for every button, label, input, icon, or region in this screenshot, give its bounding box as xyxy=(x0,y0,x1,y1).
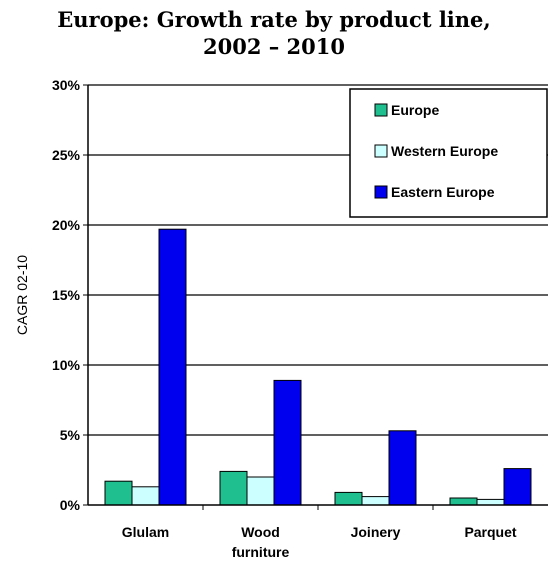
bar xyxy=(334,491,363,506)
y-tick-label: 20% xyxy=(52,217,81,233)
legend-label: Europe xyxy=(391,102,439,118)
bar xyxy=(219,470,248,506)
chart-title-line-2: 2002 – 2010 xyxy=(202,34,346,59)
legend-label: Eastern Europe xyxy=(391,184,495,200)
bar xyxy=(246,476,275,506)
chart-title: Europe: Growth rate by product line, 200… xyxy=(0,6,548,60)
y-tick-label: 10% xyxy=(52,357,81,373)
bar xyxy=(158,228,187,506)
y-tick-label: 0% xyxy=(60,497,81,513)
x-tick-label: Wood xyxy=(241,524,280,540)
bar xyxy=(273,379,302,506)
bar xyxy=(361,496,390,506)
legend-swatch xyxy=(374,144,388,158)
axes: 0% 5% 10% 15% 20% 25% 30% CAGR 02-10 Glulam Wood f… xyxy=(14,77,548,560)
bar xyxy=(388,430,417,506)
y-tick-label: 30% xyxy=(52,77,81,93)
x-tick-label: furniture xyxy=(232,544,290,560)
y-tick-label: 15% xyxy=(52,287,81,303)
x-tick-label: Glulam xyxy=(122,524,169,540)
chart-title-line-1: Europe: Growth rate by product line, xyxy=(57,7,491,32)
bar xyxy=(476,498,505,506)
bar xyxy=(449,497,478,506)
legend-label: Western Europe xyxy=(391,143,498,159)
legend-swatch xyxy=(374,185,388,199)
bars xyxy=(104,228,532,506)
bar xyxy=(104,480,133,506)
y-tick-label: 25% xyxy=(52,147,81,163)
legend: Europe Western Europe Eastern Europe xyxy=(349,88,548,218)
x-tick-label: Parquet xyxy=(464,524,516,540)
legend-swatch xyxy=(374,103,388,117)
bar xyxy=(503,468,532,506)
y-tick-label: 5% xyxy=(60,427,81,443)
y-axis-title: CAGR 02-10 xyxy=(14,255,30,335)
x-tick-label: Joinery xyxy=(351,524,401,540)
bar xyxy=(131,486,160,506)
